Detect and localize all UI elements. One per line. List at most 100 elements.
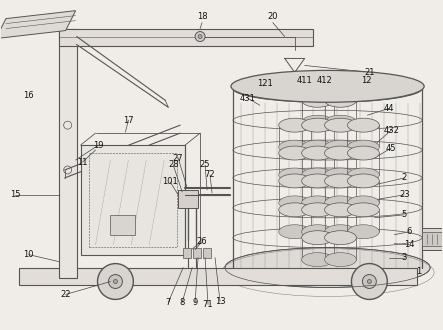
Text: 5: 5 <box>402 210 407 219</box>
Text: 11: 11 <box>78 157 88 167</box>
Ellipse shape <box>347 203 379 217</box>
Ellipse shape <box>302 168 334 182</box>
Ellipse shape <box>302 115 334 129</box>
Circle shape <box>367 280 371 283</box>
Bar <box>19 268 417 285</box>
Text: 27: 27 <box>173 153 183 163</box>
Ellipse shape <box>325 118 357 132</box>
Text: 432: 432 <box>383 126 399 135</box>
Text: 121: 121 <box>257 79 273 88</box>
Text: 18: 18 <box>197 12 207 21</box>
Text: 72: 72 <box>205 171 215 180</box>
Ellipse shape <box>302 196 334 210</box>
Ellipse shape <box>302 174 334 188</box>
Ellipse shape <box>279 140 311 154</box>
Ellipse shape <box>302 231 334 245</box>
Text: 20: 20 <box>268 12 278 21</box>
Ellipse shape <box>302 93 334 107</box>
Ellipse shape <box>302 203 334 217</box>
Text: 2: 2 <box>402 174 407 182</box>
Bar <box>203 248 211 258</box>
Ellipse shape <box>347 140 379 154</box>
Ellipse shape <box>325 196 357 210</box>
Text: 10: 10 <box>23 250 34 259</box>
Circle shape <box>97 264 133 299</box>
Circle shape <box>195 32 205 42</box>
Ellipse shape <box>279 118 311 132</box>
Text: 45: 45 <box>386 144 396 152</box>
Text: 15: 15 <box>10 190 20 199</box>
Ellipse shape <box>347 146 379 160</box>
Ellipse shape <box>325 168 357 182</box>
Text: 19: 19 <box>93 141 104 149</box>
Ellipse shape <box>302 253 334 267</box>
Text: 6: 6 <box>407 227 412 236</box>
Ellipse shape <box>347 196 379 210</box>
Ellipse shape <box>325 231 357 245</box>
Text: 22: 22 <box>60 290 71 299</box>
Ellipse shape <box>347 174 379 188</box>
Bar <box>81 145 185 255</box>
Text: 7: 7 <box>166 298 171 307</box>
Ellipse shape <box>302 140 334 154</box>
Ellipse shape <box>279 225 311 239</box>
Bar <box>178 190 198 208</box>
Text: 16: 16 <box>23 91 34 100</box>
Bar <box>89 153 177 247</box>
Ellipse shape <box>302 118 334 132</box>
Circle shape <box>113 280 117 283</box>
Ellipse shape <box>325 140 357 154</box>
Bar <box>58 29 313 46</box>
Text: 14: 14 <box>404 240 415 249</box>
Ellipse shape <box>325 253 357 267</box>
Text: 26: 26 <box>197 237 207 246</box>
Ellipse shape <box>279 174 311 188</box>
Text: 25: 25 <box>200 160 210 170</box>
Text: 21: 21 <box>364 68 375 77</box>
Text: 12: 12 <box>361 76 372 85</box>
Text: 101: 101 <box>162 178 178 186</box>
Ellipse shape <box>279 168 311 182</box>
Ellipse shape <box>302 146 334 160</box>
Ellipse shape <box>279 203 311 217</box>
Text: 71: 71 <box>203 300 214 309</box>
Bar <box>422 228 443 249</box>
Ellipse shape <box>233 74 422 102</box>
Text: 13: 13 <box>215 297 225 306</box>
Ellipse shape <box>279 146 311 160</box>
Bar <box>193 248 201 258</box>
Text: 9: 9 <box>193 298 198 307</box>
Ellipse shape <box>279 196 311 210</box>
Text: 412: 412 <box>317 76 332 85</box>
Ellipse shape <box>347 118 379 132</box>
Text: 28: 28 <box>168 160 179 170</box>
Text: 17: 17 <box>123 116 134 125</box>
Ellipse shape <box>325 225 357 239</box>
Ellipse shape <box>231 70 424 102</box>
Ellipse shape <box>347 225 379 239</box>
Ellipse shape <box>325 146 357 160</box>
Text: 44: 44 <box>384 104 395 113</box>
Text: 8: 8 <box>179 298 185 307</box>
Bar <box>110 215 136 235</box>
Ellipse shape <box>325 93 357 107</box>
Polygon shape <box>0 11 76 39</box>
Text: 3: 3 <box>401 253 407 262</box>
Ellipse shape <box>302 225 334 239</box>
Circle shape <box>109 275 122 288</box>
Circle shape <box>351 264 387 299</box>
Text: 1: 1 <box>416 267 422 276</box>
Bar <box>183 248 191 258</box>
Ellipse shape <box>325 203 357 217</box>
Circle shape <box>362 275 377 288</box>
Ellipse shape <box>325 115 357 129</box>
Text: 23: 23 <box>399 190 409 199</box>
Ellipse shape <box>325 174 357 188</box>
Text: 411: 411 <box>297 76 312 85</box>
Ellipse shape <box>225 248 430 287</box>
Bar <box>422 232 443 246</box>
Text: 431: 431 <box>240 94 256 103</box>
Circle shape <box>198 35 202 39</box>
Ellipse shape <box>347 168 379 182</box>
Bar <box>58 29 77 278</box>
